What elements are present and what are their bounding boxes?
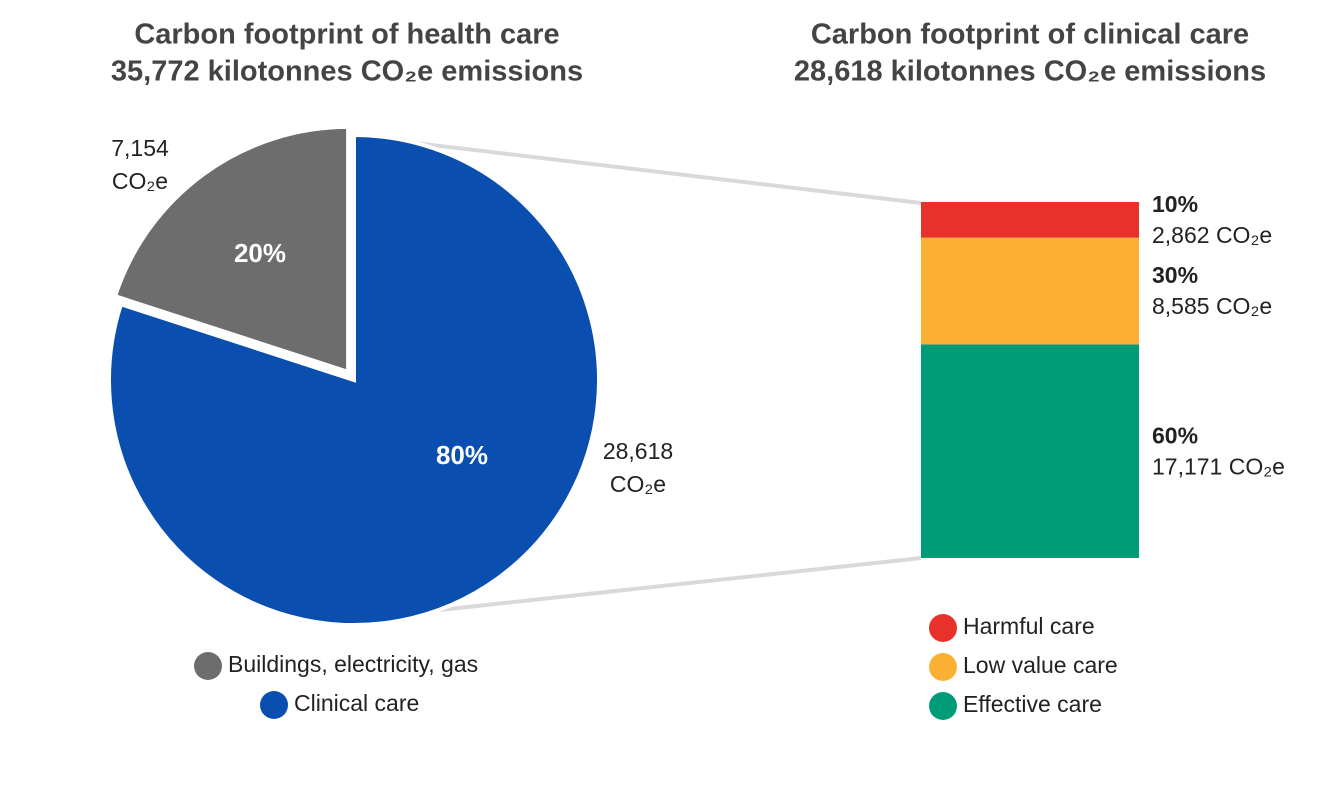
legend-label: Clinical care bbox=[294, 690, 419, 716]
slice-label: 80% bbox=[436, 440, 488, 470]
legend-label: Harmful care bbox=[963, 613, 1095, 639]
legend-swatch bbox=[929, 614, 957, 642]
chart-title: Carbon footprint of health care bbox=[134, 19, 559, 51]
connector-line bbox=[355, 134, 922, 205]
amount-label: 7,154 CO₂e bbox=[111, 135, 169, 194]
bar-segment bbox=[921, 202, 1139, 238]
connector-line bbox=[439, 556, 922, 612]
value-label: 10% bbox=[1152, 191, 1198, 217]
legend-label: Low value care bbox=[963, 652, 1118, 678]
amount-label: 2,862 CO₂e bbox=[1152, 222, 1272, 248]
legend-swatch bbox=[929, 653, 957, 681]
slice-label: 20% bbox=[234, 238, 286, 268]
value-label: 30% bbox=[1152, 262, 1198, 288]
amount-label: 17,171 CO₂e bbox=[1152, 453, 1285, 479]
pie-slice bbox=[112, 124, 351, 375]
amount-label: 8,585 CO₂e bbox=[1152, 293, 1272, 319]
value-label: 60% bbox=[1152, 422, 1198, 448]
legend-swatch bbox=[929, 692, 957, 720]
pie-slice bbox=[107, 132, 601, 627]
chart-subtitle: 28,618 kilotonnes CO₂e emissions bbox=[794, 56, 1266, 88]
bar-segment bbox=[921, 237, 1139, 345]
amount-label: 28,618 CO₂e bbox=[603, 438, 673, 497]
legend-label: Buildings, electricity, gas bbox=[228, 651, 478, 677]
chart-subtitle: 35,772 kilotonnes CO₂e emissions bbox=[111, 56, 583, 88]
bar-segment bbox=[921, 344, 1139, 558]
legend-swatch bbox=[260, 691, 288, 719]
legend-swatch bbox=[194, 652, 222, 680]
legend-label: Effective care bbox=[963, 691, 1102, 717]
chart-title: Carbon footprint of clinical care bbox=[811, 19, 1249, 51]
